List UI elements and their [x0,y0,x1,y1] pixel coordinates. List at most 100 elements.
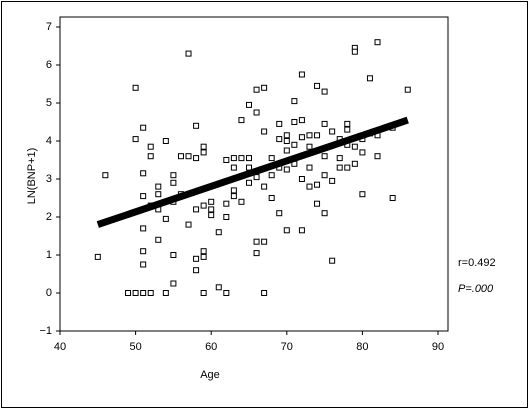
scatter-point [283,227,290,234]
scatter-point [200,143,207,150]
scatter-point [253,238,260,245]
scatter-point [351,48,358,55]
scatter-point [291,119,298,125]
scatter-point [170,252,177,258]
scatter-point [162,215,169,222]
scatter-point [314,132,321,139]
scatter-point [253,86,260,93]
scatter-point [329,257,336,264]
scatter-point [170,172,177,179]
scatter-point [314,82,321,89]
scatter-point [230,164,237,171]
scatter-point [185,153,192,160]
scatter-point [321,88,328,95]
scatter-point [321,172,328,179]
scatter-point [132,136,139,143]
scatter-point [329,177,336,184]
scatter-point [102,172,109,179]
scatter-point [162,290,169,296]
scatter-point [147,290,154,296]
scatter-point [230,193,237,200]
scatter-point [162,138,169,144]
scatter-point [246,179,252,186]
x-axis-label: Age [200,369,220,381]
scatter-point [374,39,381,46]
scatter-point [208,206,215,213]
scatter-point [215,229,222,236]
scatter-point [200,290,207,296]
scatter-point [268,195,275,201]
scatter-point [283,132,290,139]
y-tick-label: 3 [46,173,52,185]
scatter-point [140,261,147,268]
scatter-point [155,183,162,190]
scatter-point [200,253,207,260]
scatter-point [374,153,381,160]
scatter-point [125,290,132,296]
scatter-point [185,221,192,228]
annotation: r=0.492 [458,257,496,269]
scatter-point [306,183,313,190]
scatter-point [193,255,200,262]
scatter-point [185,50,192,57]
scatter-point [261,183,268,190]
scatter-point [238,117,245,124]
y-tick-label: 0 [46,287,52,299]
scatter-point [366,75,373,82]
annotation: P=.000 [458,283,494,295]
scatter-point [193,267,200,274]
scatter-point [283,147,290,154]
scatter-point [298,71,305,78]
scatter-point [140,170,147,177]
scatter-point [177,153,184,160]
scatter-point [132,84,139,91]
scatter-point [261,290,268,296]
scatter-point [170,179,177,186]
scatter-point [314,181,321,188]
scatter-point [276,210,283,217]
scatter-point [193,122,200,129]
scatter-point [261,238,268,245]
scatter-point [351,160,358,167]
scatter-point [321,210,328,217]
scatter-point [223,290,230,296]
scatter-point [306,164,313,171]
scatter-point [298,227,305,234]
scatter-point [147,143,154,150]
y-tick-label: 2 [46,211,52,223]
scatter-point [170,280,177,287]
y-tick-label: 1 [46,249,52,261]
scatter-point [223,200,230,207]
scatter-point [155,236,162,243]
scatter-point [140,248,147,255]
x-tick-label: 90 [432,341,444,353]
scatter-point [306,143,313,150]
scatter-point [306,132,313,139]
scatter-point [344,126,351,133]
scatter-point [344,120,351,127]
scatter-point [351,143,358,150]
x-tick-label: 70 [281,341,293,353]
fit-line [96,116,409,228]
scatter-point [230,187,237,194]
y-tick-label: 6 [46,59,52,71]
scatter-point [155,191,162,198]
scatter-point [261,128,268,135]
scatter-point [140,193,147,200]
scatter-point [238,198,245,205]
x-tick-label: 50 [129,341,141,353]
scatter-point [261,84,268,91]
scatter-point [298,117,305,124]
scatter-point [246,155,252,162]
scatter-point [268,172,275,179]
scatter-point [404,86,411,93]
scatter-point [283,166,290,173]
scatter-point [276,120,283,127]
scatter-point [291,98,298,105]
scatter-point [147,153,154,160]
scatter-point [193,155,200,162]
scatter-point [215,284,222,291]
scatter-point [200,202,207,209]
